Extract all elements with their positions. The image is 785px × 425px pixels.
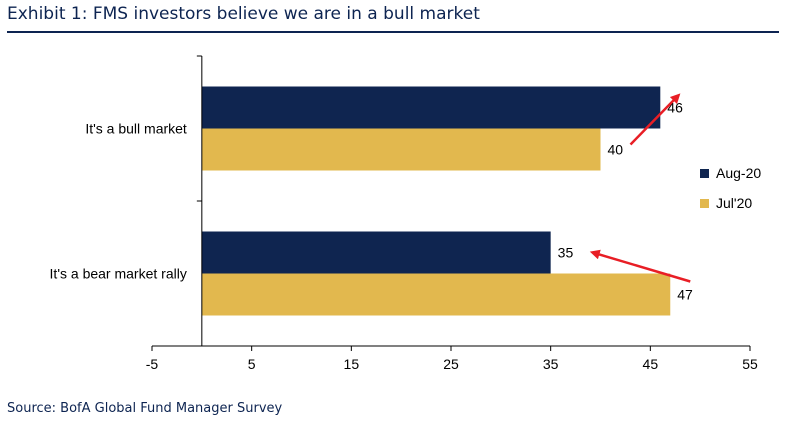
x-tick-label: -5 <box>146 356 159 372</box>
chart-title: Exhibit 1: FMS investors believe we are … <box>7 4 480 24</box>
x-tick-label: 25 <box>443 356 459 372</box>
bar <box>201 128 601 171</box>
data-label: 40 <box>608 142 624 158</box>
legend-label: Jul'20 <box>716 195 752 211</box>
data-label: 35 <box>558 245 574 261</box>
category-label: It's a bull market <box>85 121 187 137</box>
x-tick-label: 55 <box>742 356 758 372</box>
data-label: 47 <box>677 287 693 303</box>
title-rule <box>7 31 779 33</box>
legend-swatch <box>700 199 709 208</box>
x-tick-label: 35 <box>543 356 559 372</box>
bar <box>201 86 661 129</box>
category-label: It's a bear market rally <box>50 266 187 282</box>
legend-swatch <box>700 169 709 178</box>
x-tick-label: 5 <box>248 356 256 372</box>
source-note: Source: BofA Global Fund Manager Survey <box>7 401 283 416</box>
x-tick-label: 15 <box>344 356 360 372</box>
bar <box>201 231 551 274</box>
annotation-arrow <box>589 249 691 283</box>
bar <box>201 273 671 316</box>
data-label: 46 <box>667 100 683 116</box>
legend-label: Aug-20 <box>716 165 761 181</box>
x-tick-label: 45 <box>643 356 659 372</box>
annotation-arrow <box>629 93 681 146</box>
